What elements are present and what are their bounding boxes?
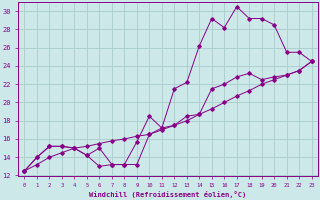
X-axis label: Windchill (Refroidissement éolien,°C): Windchill (Refroidissement éolien,°C): [90, 191, 247, 198]
